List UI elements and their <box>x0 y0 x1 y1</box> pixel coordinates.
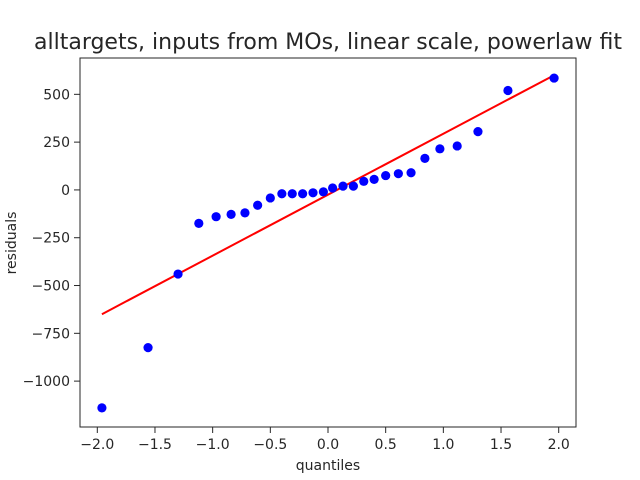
x-axis-ticks: −2.0 −1.5 −1.0 −0.5 0.0 0.5 1.0 1.5 2.0 <box>80 427 570 453</box>
x-tick-label: 0.0 <box>317 437 339 453</box>
plot-frame <box>79 57 577 428</box>
data-point <box>503 85 513 96</box>
data-point <box>406 168 416 178</box>
data-point <box>226 209 236 219</box>
data-point <box>393 169 403 179</box>
y-tick-label: −500 <box>32 279 70 295</box>
data-point <box>287 189 297 199</box>
x-tick-label: −1.0 <box>196 437 230 453</box>
y-tick-label: 0 <box>61 183 70 199</box>
data-point <box>420 153 430 163</box>
data-point <box>318 187 328 197</box>
chart-title: alltargets, inputs from MOs, linear scal… <box>34 30 622 55</box>
x-tick-label: 2.0 <box>548 437 570 453</box>
data-point <box>452 141 462 151</box>
y-tick-label: 250 <box>43 135 70 151</box>
y-axis-label: residuals <box>4 212 20 275</box>
x-tick-label: −1.5 <box>138 437 172 453</box>
data-point <box>97 403 107 413</box>
fit-line <box>101 74 555 316</box>
data-point <box>369 174 379 185</box>
y-tick-label: −250 <box>32 231 70 247</box>
data-point <box>143 343 153 353</box>
x-tick-label: 1.5 <box>490 437 512 453</box>
x-tick-label: −2.0 <box>80 437 114 453</box>
data-point <box>211 212 221 222</box>
data-point <box>240 208 250 218</box>
data-point <box>359 176 369 186</box>
data-point <box>549 73 559 83</box>
data-point <box>435 144 445 154</box>
data-point <box>277 189 287 199</box>
data-point <box>173 269 183 279</box>
data-point <box>308 188 318 198</box>
data-point <box>348 181 358 191</box>
data-points <box>97 73 559 413</box>
data-point <box>328 183 338 193</box>
data-point <box>253 200 263 210</box>
data-point <box>298 189 308 199</box>
fit-line-group <box>101 74 555 316</box>
data-point <box>338 181 348 191</box>
data-point <box>265 193 275 203</box>
x-tick-label: 1.0 <box>432 437 454 453</box>
data-point <box>473 127 483 137</box>
y-tick-label: 500 <box>43 87 70 103</box>
data-point <box>194 218 204 228</box>
y-tick-label: −750 <box>32 326 70 342</box>
x-axis-label: quantiles <box>296 458 360 474</box>
data-point <box>381 170 391 181</box>
x-tick-label: −0.5 <box>253 437 287 453</box>
y-tick-label: −1000 <box>23 374 70 390</box>
x-tick-label: 0.5 <box>375 437 397 453</box>
y-axis-ticks: 500 250 0 −250 −500 −750 −1000 <box>23 87 80 390</box>
